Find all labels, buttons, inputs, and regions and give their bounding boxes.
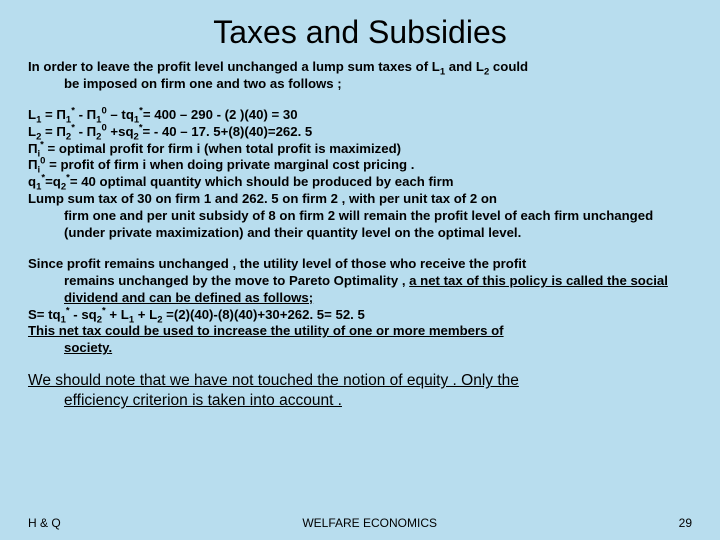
q-a: q <box>28 174 36 189</box>
eq1-b: = Π <box>41 107 66 122</box>
seq-e: =(2)(40)-(8)(40)+30+262. 5= 52. 5 <box>163 307 365 322</box>
eq1-c: - Π <box>75 107 96 122</box>
eq2-b: = Π <box>41 124 66 139</box>
since-line2: remains unchanged by the move to Pareto … <box>64 273 692 307</box>
nettax-line: This net tax could be used to increase t… <box>28 323 692 357</box>
eq1-a: L <box>28 107 36 122</box>
note-paragraph: We should note that we have not touched … <box>28 371 692 411</box>
seq-b: - sq <box>70 307 97 322</box>
slide: Taxes and Subsidies In order to leave th… <box>0 0 720 540</box>
intro-text-c: could <box>489 59 528 74</box>
equation-l2: L2 = Π2* - Π20 +sq2*= - 40 – 17. 5+(8)(4… <box>28 124 692 141</box>
equations-block: L1 = Π1* - Π10 – tq1*= 400 – 290 - (2 )(… <box>28 107 692 242</box>
intro-text-d: be imposed on firm one and two as follow… <box>64 76 692 93</box>
slide-title: Taxes and Subsidies <box>28 14 692 51</box>
lump-sum-line2: firm one and per unit subsidy of 8 on fi… <box>64 208 692 242</box>
intro-paragraph: In order to leave the profit level uncha… <box>28 59 692 93</box>
nettax-2: society. <box>64 340 692 357</box>
pi-zero-line: Πi0 = profit of firm i when doing privat… <box>28 157 692 174</box>
footer-left: H & Q <box>28 516 61 530</box>
seq-a: S= tq <box>28 307 61 322</box>
eq1-d: – tq <box>107 107 134 122</box>
footer-center: WELFARE ECONOMICS <box>302 516 437 530</box>
pizero-b: = profit of firm i when doing private ma… <box>45 157 414 172</box>
since-line1: Since profit remains unchanged , the uti… <box>28 256 526 271</box>
q-line: q1*=q2*= 40 optimal quantity which shoul… <box>28 174 692 191</box>
pizero-a: Π <box>28 157 38 172</box>
equation-l1: L1 = Π1* - Π10 – tq1*= 400 – 290 - (2 )(… <box>28 107 692 124</box>
pistar-b: = optimal profit for firm i (when total … <box>44 141 401 156</box>
s-equation: S= tq1* - sq2* + L1 + L2 =(2)(40)-(8)(40… <box>28 307 692 324</box>
q-b: =q <box>45 174 61 189</box>
q-c: = 40 optimal quantity which should be pr… <box>70 174 454 189</box>
eq2-rhs: = - 40 – 17. 5+(8)(40)=262. 5 <box>143 124 313 139</box>
pi-star-line: Πi* = optimal profit for firm i (when to… <box>28 141 692 158</box>
eq2-d: +sq <box>107 124 134 139</box>
since2a: remains unchanged by the move to Pareto … <box>64 273 409 288</box>
note-line1: We should note that we have not touched … <box>28 372 519 389</box>
note-line2: efficiency criterion is taken into accou… <box>64 391 692 411</box>
eq2-c: - Π <box>75 124 96 139</box>
intro-text-b: and L <box>445 59 484 74</box>
footer-page-number: 29 <box>679 516 692 530</box>
eq1-rhs: = 400 – 290 - (2 )(40) = 30 <box>143 107 298 122</box>
intro-text-a: In order to leave the profit level uncha… <box>28 59 440 74</box>
seq-c: + L <box>106 307 129 322</box>
pistar-a: Π <box>28 141 38 156</box>
slide-footer: H & Q WELFARE ECONOMICS 29 <box>28 516 692 530</box>
lump-sum-line1: Lump sum tax of 30 on firm 1 and 262. 5 … <box>28 191 692 208</box>
nettax-1: This net tax could be used to increase t… <box>28 323 504 338</box>
since-paragraph: Since profit remains unchanged , the uti… <box>28 256 692 357</box>
eq2-a: L <box>28 124 36 139</box>
seq-d: + L <box>134 307 157 322</box>
